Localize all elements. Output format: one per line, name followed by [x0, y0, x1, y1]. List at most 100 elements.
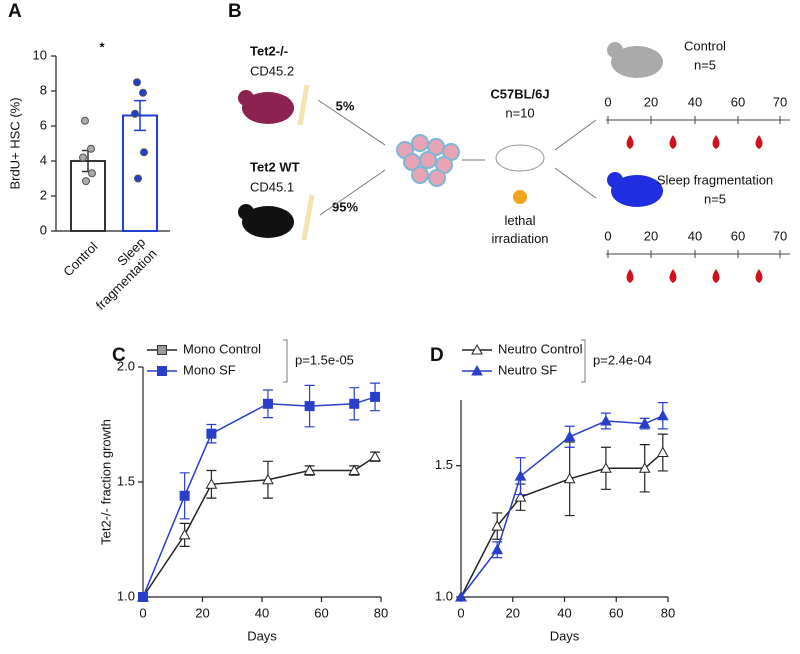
x-axis-label: Days: [550, 628, 580, 643]
blood-drop: [712, 135, 720, 149]
arrow: [319, 169, 386, 216]
donor-marker: CD45.1: [250, 179, 294, 194]
data-point: [134, 174, 142, 183]
error-bar: [134, 99, 146, 132]
timeline-label: 0: [604, 228, 611, 243]
panel-label: D: [430, 345, 444, 366]
marker: [369, 450, 381, 462]
marker: [514, 470, 527, 481]
donor-fraction: 95%: [332, 199, 358, 214]
arrow: [317, 99, 386, 146]
diagram: Tet2-/- CD45.2 5% Tet2 WT CD45.1 95% C57…: [238, 38, 773, 246]
donor-strain: Tet2-/-: [250, 43, 288, 58]
legend-marker: [157, 366, 167, 376]
series-line: [142, 456, 376, 598]
marker: [179, 490, 190, 501]
marker: [491, 543, 504, 555]
y-tick-label: 0: [40, 222, 47, 237]
marker: [638, 462, 651, 473]
legend-label: Mono SF: [183, 362, 236, 377]
y-tick-label: 1.5: [117, 473, 135, 488]
marker: [206, 428, 217, 439]
radiation-icon: [513, 190, 527, 204]
donor-marker: CD45.2: [250, 63, 294, 78]
y-tick-label: 1.5: [435, 457, 453, 472]
blood-drop: [755, 135, 763, 149]
y-tick-label: 4: [40, 152, 47, 167]
y-tick-label: 1.0: [435, 588, 453, 603]
group-name: Control: [684, 38, 726, 53]
legend-marker: [471, 343, 483, 355]
x-tick-label: 40: [557, 605, 571, 620]
y-tick-label: 6: [40, 117, 47, 132]
timeline-label: 70: [773, 228, 787, 243]
timeline-label: 40: [688, 228, 702, 243]
marker: [600, 462, 612, 473]
mouse-icon: [242, 206, 294, 238]
panel-label: A: [8, 1, 22, 22]
donor-fraction: 5%: [336, 98, 355, 113]
data-point: [82, 177, 90, 186]
blood-drop: [669, 135, 677, 149]
marker: [348, 464, 361, 475]
blood-drop: [626, 269, 634, 283]
mouse-icon: [238, 204, 254, 220]
x-tick-label: 20: [506, 605, 520, 620]
data-point: [79, 153, 87, 162]
legend-label: Mono Control: [183, 341, 261, 356]
marker: [370, 391, 381, 402]
mouse-icon: [242, 92, 294, 124]
recipient-n: n=10: [505, 105, 534, 120]
x-tick-label: 0: [457, 605, 464, 620]
y-axis-label: BrdU+ HSC (%): [7, 97, 22, 189]
timeline-label: 70: [773, 94, 787, 109]
legend-label: Neutro Control: [498, 341, 583, 356]
annotation: p=1.5e-05: [295, 352, 354, 367]
panel-label: C: [112, 345, 126, 366]
mouse-icon: [611, 175, 663, 207]
timeline-label: 40: [688, 94, 702, 109]
blood-drop: [669, 269, 677, 283]
arrow: [554, 119, 597, 151]
data-point: [87, 144, 95, 153]
y-tick-label: 1.0: [117, 588, 135, 603]
annotation: *: [99, 39, 105, 54]
timeline-label: 60: [731, 94, 745, 109]
bar: [122, 114, 158, 232]
group-name: Sleep fragmentation: [657, 172, 773, 187]
marker: [491, 520, 504, 531]
mouse-icon: [607, 172, 623, 188]
data-point: [139, 88, 147, 97]
annotation: p=2.4e-04: [593, 352, 652, 367]
x-tick-label: Control: [60, 239, 100, 279]
x-tick-label: 0: [139, 605, 146, 620]
group-n: n=5: [694, 57, 716, 72]
marker: [656, 446, 669, 458]
group-n: n=5: [704, 191, 726, 206]
marker: [205, 478, 218, 489]
marker: [563, 430, 576, 442]
marker: [656, 409, 669, 421]
marker: [349, 398, 360, 409]
timeline-label: 0: [604, 94, 611, 109]
data-point: [131, 109, 139, 118]
y-tick-label: 2: [40, 187, 47, 202]
marker: [138, 592, 148, 602]
recipient-treatment: lethal irradiation: [491, 213, 548, 246]
y-axis-label: Tet2-/- fraction growth: [98, 419, 113, 545]
blood-drop: [712, 269, 720, 283]
marker: [563, 472, 576, 484]
marker: [262, 473, 274, 485]
series-line: [460, 415, 664, 598]
y-tick-label: 2.0: [117, 358, 135, 373]
marker: [638, 417, 651, 429]
legend-marker: [471, 364, 483, 376]
marker: [600, 414, 612, 426]
donor-strain: Tet2 WT: [250, 159, 300, 174]
arrow: [554, 167, 597, 199]
y-tick-label: 10: [33, 47, 47, 62]
y-tick-label: 8: [40, 82, 47, 97]
x-tick-label: 20: [195, 605, 209, 620]
panel-label: B: [228, 1, 242, 22]
